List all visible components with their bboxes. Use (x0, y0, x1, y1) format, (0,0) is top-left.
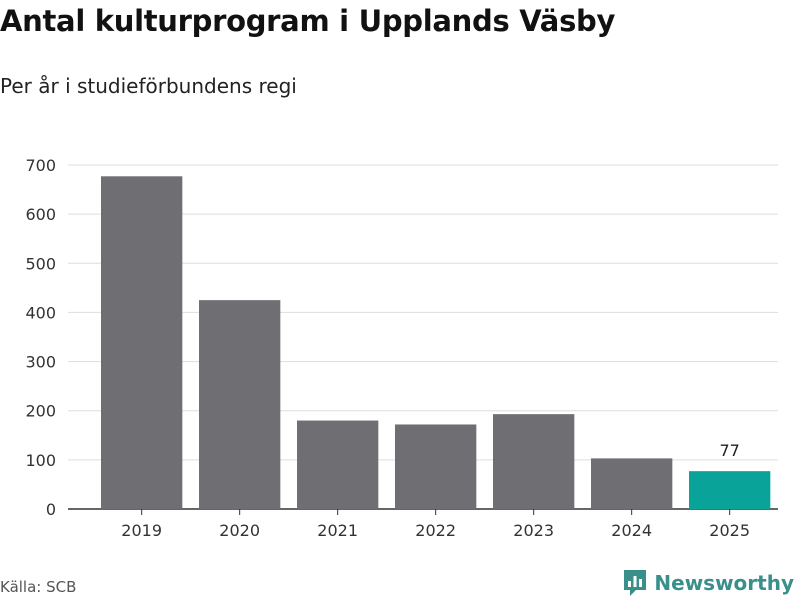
data-label: 77 (719, 441, 739, 460)
chart-subtitle: Per år i studieförbundens regi (0, 74, 297, 98)
bar-2024 (591, 458, 673, 509)
y-tick-label: 100 (25, 451, 56, 470)
bar-2023 (493, 414, 575, 509)
newsworthy-logo: Newsworthy (622, 568, 794, 598)
y-tick-label: 200 (25, 402, 56, 421)
x-tick-label: 2022 (415, 521, 456, 540)
newsworthy-icon (624, 570, 647, 596)
y-tick-label: 500 (25, 254, 56, 273)
y-tick-label: 300 (25, 353, 56, 372)
brand-name: Newsworthy (654, 571, 794, 595)
y-tick-label: 600 (25, 205, 56, 224)
y-tick-label: 400 (25, 303, 56, 322)
bar-2019 (101, 176, 183, 509)
bar-chart: 0 100 200 300 400 500 600 700 2019 2020 2021 2022 20… (25, 156, 778, 540)
x-tick-label: 2020 (219, 521, 260, 540)
bar-2021 (297, 420, 379, 509)
x-tick-label: 2025 (709, 521, 750, 540)
chart-title: Antal kulturprogram i Upplands Väsby (0, 4, 616, 38)
y-tick-label: 0 (46, 500, 56, 519)
bar-2022 (395, 424, 477, 509)
x-tick-label: 2024 (611, 521, 652, 540)
x-tick-label: 2019 (121, 521, 162, 540)
bar-2025 (689, 471, 771, 509)
source-note: Källa: SCB (0, 578, 77, 596)
x-tick-label: 2021 (317, 521, 358, 540)
x-tick-label: 2023 (513, 521, 554, 540)
bar-2020 (199, 300, 281, 509)
y-tick-label: 700 (25, 156, 56, 175)
